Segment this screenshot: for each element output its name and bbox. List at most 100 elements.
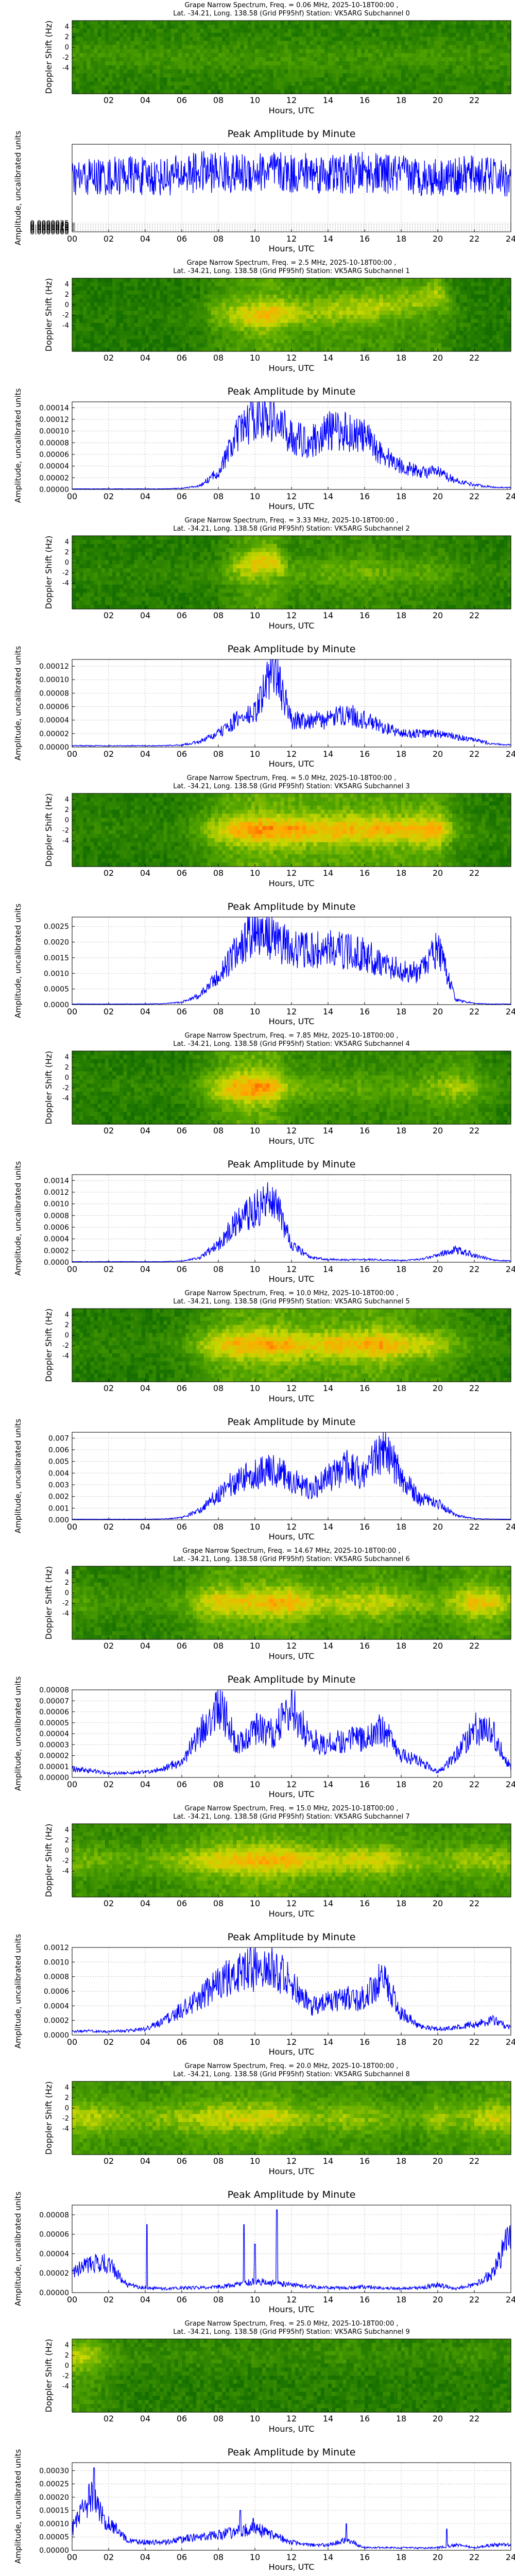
spectrogram-cell <box>131 568 135 572</box>
spectrogram-cell <box>368 291 372 295</box>
spectrogram-cell <box>171 45 175 49</box>
spectrogram-cell <box>131 572 135 577</box>
spectrogram-cell <box>299 61 303 65</box>
spectrogram-cell <box>178 335 182 339</box>
spectrogram-cell <box>76 298 80 302</box>
spectrogram-cell <box>368 90 372 94</box>
spectrogram-cell <box>131 585 135 589</box>
spectrogram-cell <box>277 291 281 295</box>
spectrogram-cell <box>112 86 116 90</box>
spectrogram-cell <box>420 25 424 29</box>
spectrogram-cell <box>335 86 339 90</box>
spectrogram-cell <box>98 81 102 86</box>
spectrogram-cell <box>493 45 497 49</box>
spectrogram-cell <box>222 335 226 339</box>
spectrogram-cell <box>208 37 212 41</box>
spectrogram-cell <box>244 278 248 282</box>
spectrogram-cell <box>324 21 329 25</box>
spectrogram-cell <box>105 331 109 335</box>
spectrogram-cell <box>474 319 478 323</box>
spectrogram-cell <box>156 21 160 25</box>
spectrogram-cell <box>496 323 501 327</box>
spectrogram-cell <box>105 41 109 45</box>
spectrogram-cell <box>347 70 351 74</box>
spectrogram-cell <box>98 552 102 556</box>
spectrogram-cell <box>229 33 233 37</box>
spectrogram-cell <box>123 81 127 86</box>
spectrogram-cell <box>105 556 109 560</box>
spectrogram-cell <box>79 327 83 331</box>
spectrogram-cell <box>193 57 197 61</box>
spectrogram-cell <box>496 298 501 302</box>
spectrogram-cell <box>83 74 87 78</box>
spectrogram-cell <box>131 25 135 29</box>
spectrogram-cell <box>123 548 127 552</box>
spectrogram-cell <box>288 302 292 307</box>
spectrogram-cell <box>423 49 427 53</box>
spectrogram-cell <box>482 21 486 25</box>
x-tick-label: 12 <box>286 353 297 363</box>
spectrogram-cell <box>467 74 471 78</box>
spectrogram-cell <box>185 65 190 70</box>
spectrogram-cell <box>342 291 347 295</box>
spectrogram-cell <box>342 61 347 65</box>
spectrogram-cell <box>467 49 471 53</box>
spectrogram-cell <box>185 37 190 41</box>
spectrogram-cell <box>328 302 332 307</box>
spectrogram-cell <box>259 25 263 29</box>
spectrogram-cell <box>138 86 142 90</box>
spectrogram-cell <box>342 335 347 339</box>
spectrogram-cell <box>383 335 387 339</box>
spectrogram-cell <box>317 61 321 65</box>
spectrogram-cell <box>175 298 179 302</box>
spectrogram-cell <box>383 323 387 327</box>
spectrogram-cell <box>335 286 339 291</box>
spectrogram-cell <box>215 302 219 307</box>
spectrogram-cell <box>266 33 270 37</box>
spectrogram-cell <box>182 331 186 335</box>
spectrogram-cell <box>83 37 87 41</box>
spectrogram-cell <box>347 311 351 315</box>
spectrogram-cell <box>375 291 380 295</box>
spectrogram-cell <box>339 65 343 70</box>
spectrogram-cell <box>266 49 270 53</box>
spectrogram-cell <box>299 70 303 74</box>
spectrogram-cell <box>379 282 383 286</box>
x-tick-label: 18 <box>396 234 406 244</box>
spectrogram-cell <box>412 298 416 302</box>
spectrogram-cell <box>478 41 482 45</box>
spectrogram-cell <box>350 61 354 65</box>
spectrogram-cell <box>299 302 303 307</box>
spectrogram-cell <box>204 81 208 86</box>
spectrogram-cell <box>233 90 237 94</box>
spectrogram-cell <box>299 65 303 70</box>
spectrogram-cell <box>420 311 424 315</box>
spectrogram-cell <box>408 33 413 37</box>
spectrogram-cell <box>152 560 157 564</box>
spectrogram-cell <box>401 291 405 295</box>
spectrogram-cell <box>478 37 482 41</box>
spectrogram-cell <box>383 90 387 94</box>
spectrogram-cell <box>145 29 149 33</box>
spectrogram-cell <box>379 307 383 311</box>
spectrogram-cell <box>431 311 435 315</box>
spectrogram-cell <box>390 86 394 90</box>
spectrogram-cell <box>215 61 219 65</box>
spectrogram-cell <box>204 33 208 37</box>
spectrogram-cell <box>83 339 87 343</box>
spectrogram-cell <box>262 90 266 94</box>
spectrogram-cell <box>357 311 362 315</box>
spectrogram-cell <box>255 77 259 81</box>
spectrogram-cell <box>398 25 402 29</box>
spectrogram-cell <box>375 41 380 45</box>
spectrogram-cell <box>405 49 409 53</box>
spectrogram-cell <box>277 77 281 81</box>
spectrogram-cell <box>72 597 76 601</box>
spectrogram-cell <box>119 560 124 564</box>
spectrogram-cell <box>408 323 413 327</box>
spectrogram-cell <box>145 319 149 323</box>
spectrogram-cell <box>273 74 278 78</box>
spectrogram-cell <box>500 74 504 78</box>
spectrogram-cell <box>295 53 299 57</box>
spectrogram-cell <box>317 286 321 291</box>
